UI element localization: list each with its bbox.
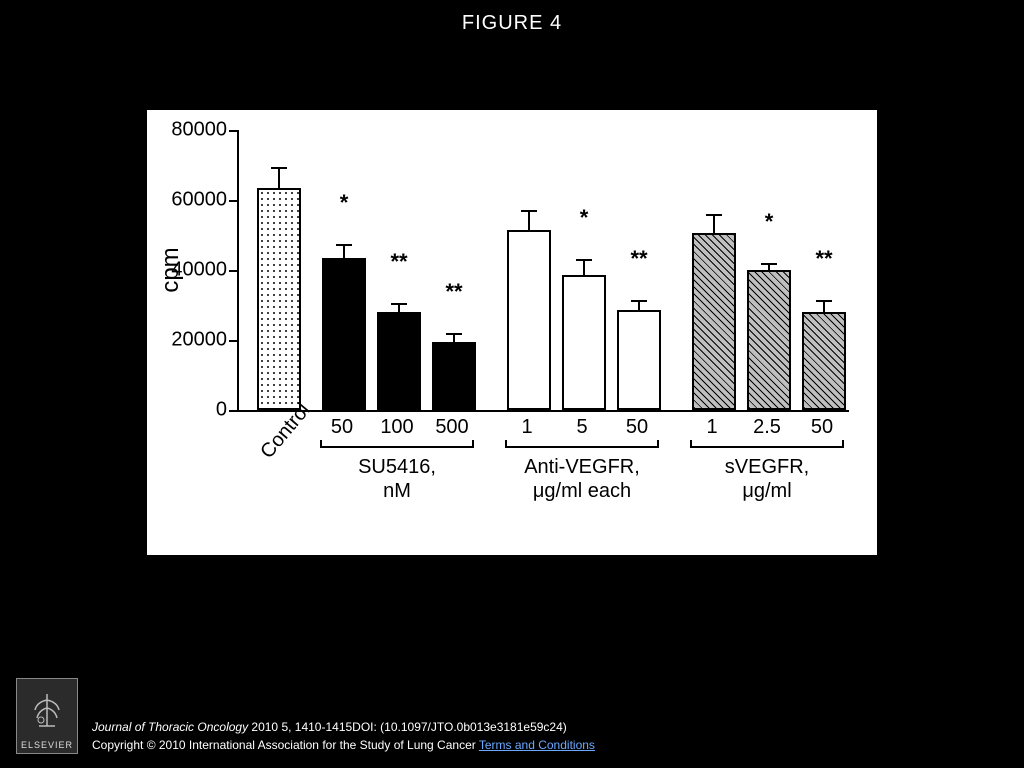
plot-area: cpm *********** bbox=[237, 130, 849, 412]
significance-marker: * bbox=[580, 205, 589, 231]
bar bbox=[377, 312, 421, 410]
error-cap bbox=[271, 167, 287, 169]
group-label: Anti-VEGFR, bbox=[524, 456, 640, 479]
y-tick bbox=[229, 130, 239, 132]
figure-frame: cpm *********** 020000400006000080000Con… bbox=[147, 110, 877, 555]
y-tick bbox=[229, 340, 239, 342]
bar bbox=[692, 233, 736, 410]
y-tick bbox=[229, 410, 239, 412]
significance-marker: ** bbox=[630, 246, 647, 272]
error-cap bbox=[816, 300, 832, 302]
x-tick-label: 1 bbox=[521, 416, 532, 439]
error-cap bbox=[336, 244, 352, 246]
footer: ELSEVIER Journal of Thoracic Oncology 20… bbox=[16, 678, 595, 754]
error-cap bbox=[706, 214, 722, 216]
x-tick-label: 50 bbox=[811, 416, 833, 439]
x-tick-label: 1 bbox=[706, 416, 717, 439]
group-label: μg/ml each bbox=[533, 480, 631, 503]
bar bbox=[802, 312, 846, 410]
bar bbox=[747, 270, 791, 410]
bar bbox=[257, 188, 301, 410]
group-label: SU5416, bbox=[358, 456, 436, 479]
citation-tail: 2010 5, 1410-1415DOI: (10.1097/JTO.0b013… bbox=[248, 720, 567, 734]
group-bracket bbox=[320, 446, 474, 456]
error-cap bbox=[446, 333, 462, 335]
group-bracket bbox=[505, 446, 659, 456]
bar bbox=[617, 310, 661, 410]
significance-marker: ** bbox=[390, 249, 407, 275]
error-bar bbox=[278, 169, 280, 188]
error-bar bbox=[583, 261, 585, 275]
bar bbox=[507, 230, 551, 410]
citation-block: Journal of Thoracic Oncology 2010 5, 141… bbox=[92, 718, 595, 754]
significance-marker: * bbox=[340, 190, 349, 216]
error-cap bbox=[631, 300, 647, 302]
group-label: sVEGFR, bbox=[725, 456, 809, 479]
error-cap bbox=[761, 263, 777, 265]
x-tick-label: 100 bbox=[380, 416, 413, 439]
journal-name: Journal of Thoracic Oncology bbox=[92, 720, 248, 734]
error-bar bbox=[638, 302, 640, 311]
terms-link[interactable]: Terms and Conditions bbox=[479, 738, 595, 752]
group-label: μg/ml bbox=[742, 480, 791, 503]
bar bbox=[322, 258, 366, 410]
error-bar bbox=[398, 305, 400, 312]
error-cap bbox=[521, 210, 537, 212]
x-tick-label: 50 bbox=[626, 416, 648, 439]
y-tick-label: 0 bbox=[137, 399, 227, 422]
error-bar bbox=[823, 302, 825, 313]
error-bar bbox=[453, 335, 455, 342]
elsevier-tree-icon bbox=[17, 679, 77, 740]
x-tick-label: 2.5 bbox=[753, 416, 781, 439]
significance-marker: ** bbox=[445, 279, 462, 305]
error-bar bbox=[528, 212, 530, 230]
y-tick-label: 60000 bbox=[137, 189, 227, 212]
y-tick-label: 40000 bbox=[137, 259, 227, 282]
x-tick-label: 500 bbox=[435, 416, 468, 439]
bar bbox=[562, 275, 606, 410]
significance-marker: ** bbox=[815, 246, 832, 272]
y-tick-label: 20000 bbox=[137, 329, 227, 352]
error-cap bbox=[576, 259, 592, 261]
x-tick-label: 50 bbox=[331, 416, 353, 439]
bar bbox=[432, 342, 476, 410]
elsevier-logo: ELSEVIER bbox=[16, 678, 78, 754]
x-tick-label: 5 bbox=[576, 416, 587, 439]
copyright-text: Copyright © 2010 International Associati… bbox=[92, 738, 479, 752]
y-tick-label: 80000 bbox=[137, 119, 227, 142]
y-tick bbox=[229, 270, 239, 272]
figure-title: FIGURE 4 bbox=[0, 0, 1024, 35]
error-cap bbox=[391, 303, 407, 305]
y-tick bbox=[229, 200, 239, 202]
group-label: nM bbox=[383, 480, 411, 503]
error-bar bbox=[713, 216, 715, 234]
error-bar bbox=[768, 265, 770, 270]
group-bracket bbox=[690, 446, 844, 456]
error-bar bbox=[343, 246, 345, 258]
elsevier-brand-text: ELSEVIER bbox=[21, 740, 73, 753]
significance-marker: * bbox=[765, 209, 774, 235]
